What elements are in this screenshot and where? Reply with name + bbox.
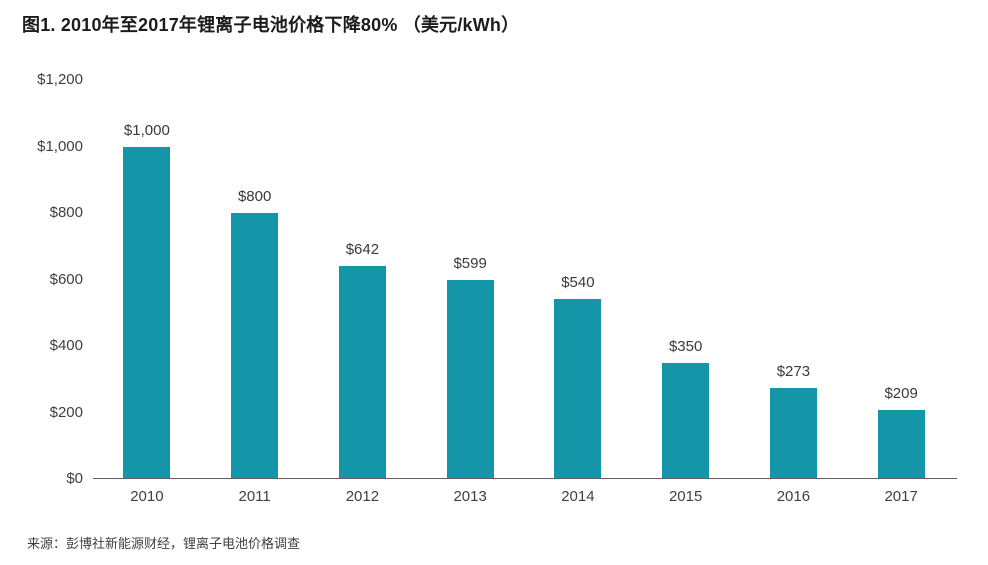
bar-2015 bbox=[662, 362, 710, 479]
x-axis-label: 2010 bbox=[130, 488, 164, 505]
y-axis-label: $1,200 bbox=[37, 71, 83, 88]
bar-slot: $273 bbox=[740, 80, 848, 479]
bar-value-label: $273 bbox=[776, 363, 811, 381]
bar-slot: $642 bbox=[309, 80, 417, 479]
bar-2014 bbox=[554, 299, 602, 479]
x-axis-label: 2015 bbox=[668, 488, 703, 505]
bar-value-label: $1,000 bbox=[123, 121, 170, 139]
source-note: 来源：彭博社新能源财经，锂离子电池价格调查 bbox=[27, 536, 301, 551]
bar-slot: $1,000 bbox=[93, 80, 201, 479]
bar-slot: $599 bbox=[416, 80, 524, 479]
bar-slot: $209 bbox=[847, 80, 955, 479]
bar-value-label: $642 bbox=[345, 240, 380, 258]
bar-value-label: $540 bbox=[561, 274, 595, 292]
y-axis-label: $1,000 bbox=[37, 137, 83, 155]
bar-2011 bbox=[231, 213, 279, 479]
y-axis-label: $600 bbox=[49, 270, 83, 288]
bar-2010 bbox=[123, 146, 171, 479]
plot-area: $1,000 $800 $642 $599 $540 $350 $273 $209 bbox=[93, 80, 955, 479]
bar-value-label: $350 bbox=[668, 337, 703, 355]
bar-2012 bbox=[338, 265, 386, 479]
x-axis-label: 2011 bbox=[238, 488, 271, 505]
y-axis-label: $800 bbox=[49, 204, 83, 221]
y-axis-label: $0 bbox=[66, 470, 83, 487]
x-axis-label: 2014 bbox=[561, 488, 595, 505]
bar-value-label: $209 bbox=[884, 384, 918, 402]
x-axis-label: 2012 bbox=[345, 488, 380, 505]
x-axis-label: 2017 bbox=[884, 488, 918, 505]
bar-value-label: $800 bbox=[237, 188, 272, 205]
y-axis-label: $200 bbox=[49, 403, 83, 421]
bar-2017 bbox=[877, 409, 925, 479]
chart-title: 图1. 2010年至2017年锂离子电池价格下降80% （美元/kWh） bbox=[22, 15, 520, 35]
bar-slot: $540 bbox=[524, 80, 632, 479]
bar-slot: $800 bbox=[201, 80, 309, 479]
bar-2013 bbox=[446, 279, 494, 479]
bar-2016 bbox=[769, 388, 817, 479]
x-axis-label: 2013 bbox=[453, 488, 487, 505]
x-axis-label: 2016 bbox=[776, 488, 811, 505]
x-axis-line bbox=[93, 478, 957, 479]
y-axis: $1,200 $1,000 $800 $600 $400 $200 $0 bbox=[0, 71, 83, 487]
y-axis-label: $400 bbox=[49, 337, 83, 354]
bar-slot: $350 bbox=[632, 80, 740, 479]
bar-value-label: $599 bbox=[453, 254, 487, 272]
x-axis: 2010 2011 2012 2013 2014 2015 2016 2017 bbox=[93, 488, 955, 506]
